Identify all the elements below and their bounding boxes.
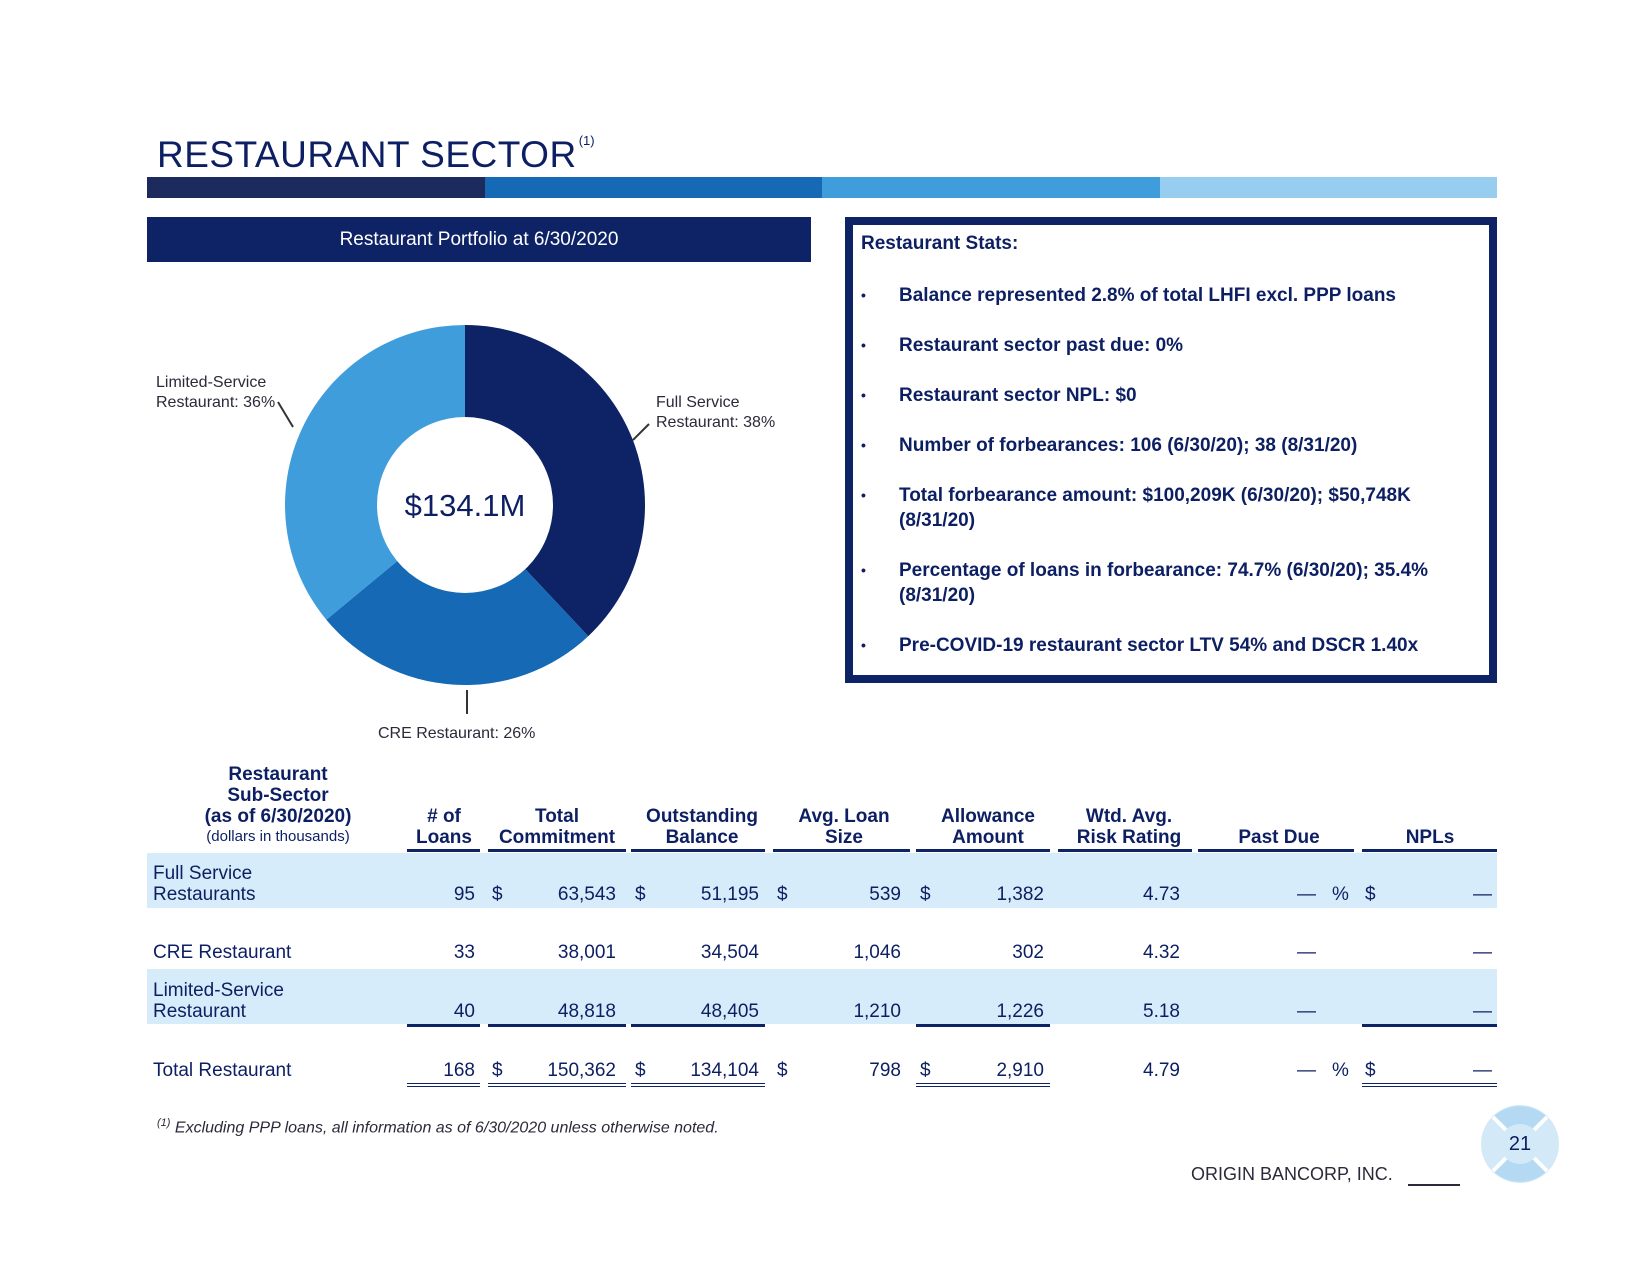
cell-risk: 4.79 xyxy=(1143,1060,1180,1081)
cell-loans: 33 xyxy=(453,942,475,963)
cell-outstanding: 34,504 xyxy=(700,942,759,963)
header-rule xyxy=(916,849,1050,852)
slice-limited-service xyxy=(285,325,465,620)
cell-currency: $ xyxy=(920,884,931,905)
total-rule xyxy=(1362,1083,1497,1087)
col-header-commitment: Total Commitment xyxy=(498,806,616,848)
cell-outstanding: 51,195 xyxy=(700,884,759,905)
cell-allowance: 1,226 xyxy=(996,1001,1044,1022)
cell-npl: — xyxy=(1473,1001,1492,1022)
cell-currency: $ xyxy=(777,1060,788,1081)
row-band xyxy=(147,853,1497,908)
table-row-name: CRE Restaurant xyxy=(153,942,292,963)
cell-risk: 4.73 xyxy=(1143,884,1180,905)
cell-outstanding: 48,405 xyxy=(700,1001,759,1022)
cell-currency: $ xyxy=(777,884,788,905)
subtotal-rule xyxy=(1362,1024,1497,1027)
cell-risk: 5.18 xyxy=(1143,1001,1180,1022)
subtotal-rule xyxy=(407,1024,480,1027)
slice-label-limited-service: Limited-Service Restaurant: 36% xyxy=(156,374,276,411)
footnote: (1) Excluding PPP loans, all information… xyxy=(157,1117,719,1137)
slice-full-service xyxy=(465,325,645,637)
header-rule xyxy=(1058,849,1192,852)
cell-currency: $ xyxy=(1365,884,1376,905)
cell-currency: $ xyxy=(635,884,646,905)
cell-avg: 1,210 xyxy=(853,1001,901,1022)
total-rule xyxy=(631,1083,765,1087)
cell-allowance: 2,910 xyxy=(996,1060,1044,1081)
cell-percent: % xyxy=(1332,884,1349,905)
total-rule xyxy=(916,1083,1050,1087)
col-header-avg-loan: Avg. Loan Size xyxy=(798,806,890,848)
col-header-npl: NPLs xyxy=(1405,827,1455,848)
restaurant-stats-box: Restaurant Stats: • Balance represented 2… xyxy=(845,217,1497,683)
cell-currency: $ xyxy=(492,884,503,905)
cell-loans: 40 xyxy=(453,1001,475,1022)
cell-pastdue: — xyxy=(1297,884,1316,905)
col-header-allowance: Allowance Amount xyxy=(941,806,1035,848)
cell-currency: $ xyxy=(635,1060,646,1081)
subtotal-rule xyxy=(916,1024,1050,1027)
cell-risk: 4.32 xyxy=(1143,942,1180,963)
cell-loans: 168 xyxy=(443,1060,475,1081)
cell-npl: — xyxy=(1473,1060,1492,1081)
cell-allowance: 302 xyxy=(1012,942,1044,963)
col-header-risk: Wtd. Avg. Risk Rating xyxy=(1076,806,1182,848)
logo-badge-icon xyxy=(1481,1105,1559,1183)
col-header-subsector: Restaurant Sub-Sector (as of 6/30/2020) … xyxy=(204,764,352,845)
header-rule xyxy=(631,849,765,852)
donut-center-label: $134.1M xyxy=(405,488,526,523)
cell-allowance: 1,382 xyxy=(996,884,1044,905)
cell-currency: $ xyxy=(920,1060,931,1081)
header-rule xyxy=(407,849,480,852)
cell-percent: % xyxy=(1332,1060,1349,1081)
header-rule xyxy=(773,849,910,852)
cell-commitment: 48,818 xyxy=(557,1001,616,1022)
slice-label-cre-restaurant: CRE Restaurant: 26% xyxy=(378,725,536,742)
portfolio-donut-chart: $134.1M xyxy=(277,325,650,714)
slice-label-full-service: Full Service Restaurant: 38% xyxy=(656,394,776,431)
col-header-loans: # of Loans xyxy=(416,806,472,848)
cell-avg: 1,046 xyxy=(853,942,901,963)
header-rule xyxy=(488,849,626,852)
cell-currency: $ xyxy=(1365,1060,1376,1081)
cell-loans: 95 xyxy=(453,884,475,905)
page-title: RESTAURANT SECTOR (1) xyxy=(157,133,595,175)
subtotal-rule xyxy=(488,1024,626,1027)
cell-currency: $ xyxy=(492,1060,503,1081)
cell-avg: 539 xyxy=(869,884,901,905)
table-row-name: Total Restaurant xyxy=(153,1060,292,1081)
portfolio-banner: Restaurant Portfolio at 6/30/2020 xyxy=(147,217,811,262)
cell-pastdue: — xyxy=(1297,1060,1316,1081)
company-name: ORIGIN BANCORP, INC. xyxy=(1191,1164,1393,1184)
row-band xyxy=(147,969,1497,1024)
cell-outstanding: 134,104 xyxy=(690,1060,759,1081)
leader-line-limited-service xyxy=(277,401,294,428)
cell-commitment: 150,362 xyxy=(547,1060,616,1081)
subtotal-rule xyxy=(631,1024,765,1027)
donut-hole xyxy=(377,417,553,593)
table-row-name: Limited-Service Restaurant xyxy=(153,980,284,1022)
leader-line-full-service xyxy=(632,423,650,441)
slice-cre-restaurant xyxy=(326,505,589,685)
col-header-pastdue: Past Due xyxy=(1238,827,1320,848)
total-rule xyxy=(488,1083,626,1087)
cell-commitment: 63,543 xyxy=(557,884,616,905)
title-footnote-marker: (1) xyxy=(578,133,595,148)
cell-npl: — xyxy=(1473,884,1492,905)
cell-npl: — xyxy=(1473,942,1492,963)
header-rule xyxy=(1362,849,1497,852)
table-row-name: Full Service Restaurants xyxy=(153,863,256,905)
stats-title: Restaurant Stats: xyxy=(861,233,1019,254)
title-color-bar xyxy=(147,177,1497,198)
cell-pastdue: — xyxy=(1297,942,1316,963)
cell-pastdue: — xyxy=(1297,1001,1316,1022)
header-rule xyxy=(1198,849,1354,852)
cell-avg: 798 xyxy=(869,1060,901,1081)
cell-commitment: 38,001 xyxy=(557,942,616,963)
footer-underline xyxy=(1408,1184,1460,1186)
col-header-outstanding: Outstanding Balance xyxy=(646,806,758,848)
page-number: 21 xyxy=(1508,1133,1532,1155)
total-rule xyxy=(407,1083,480,1087)
